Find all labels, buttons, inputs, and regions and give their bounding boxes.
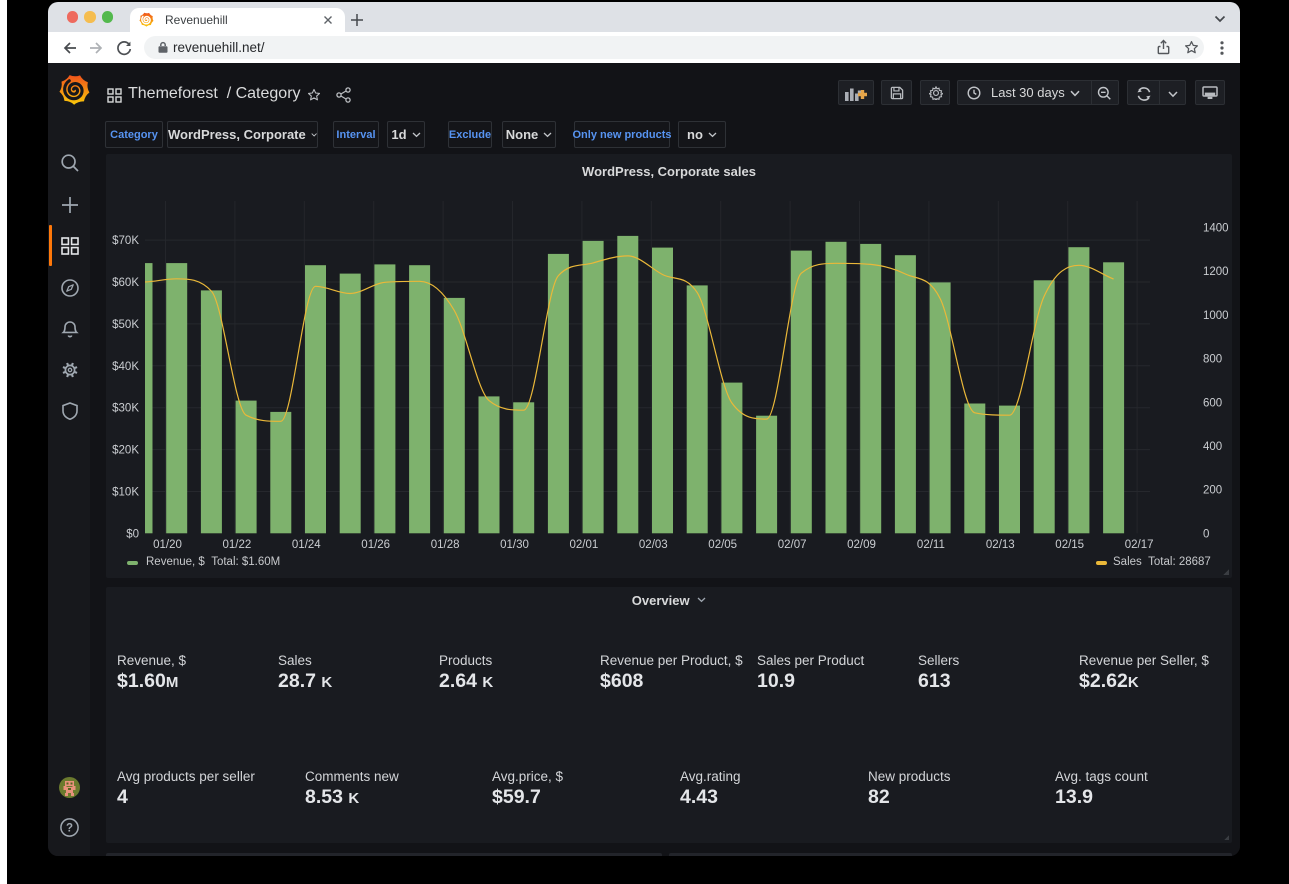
svg-text:02/05: 02/05: [708, 539, 737, 551]
svg-text:$10K: $10K: [112, 487, 139, 499]
svg-text:$60K: $60K: [112, 277, 139, 289]
svg-text:$30K: $30K: [112, 403, 139, 415]
svg-text:02/07: 02/07: [778, 539, 807, 551]
svg-text:01/28: 01/28: [431, 539, 460, 551]
svg-text:$70K: $70K: [112, 235, 139, 247]
svg-text:0: 0: [1203, 528, 1209, 540]
svg-text:02/13: 02/13: [986, 539, 1015, 551]
svg-text:1200: 1200: [1203, 266, 1229, 278]
svg-text:400: 400: [1203, 441, 1222, 453]
svg-text:600: 600: [1203, 397, 1222, 409]
svg-text:01/24: 01/24: [292, 539, 321, 551]
svg-text:02/01: 02/01: [570, 539, 599, 551]
svg-text:01/30: 01/30: [500, 539, 529, 551]
svg-text:200: 200: [1203, 485, 1222, 497]
svg-text:01/22: 01/22: [223, 539, 252, 551]
svg-text:800: 800: [1203, 354, 1222, 366]
svg-text:1400: 1400: [1203, 223, 1229, 235]
svg-text:$20K: $20K: [112, 445, 139, 457]
svg-text:02/15: 02/15: [1055, 539, 1084, 551]
svg-text:02/11: 02/11: [917, 539, 945, 551]
svg-text:01/20: 01/20: [153, 539, 182, 551]
svg-text:$50K: $50K: [112, 319, 139, 331]
svg-text:02/03: 02/03: [639, 539, 668, 551]
svg-text:02/09: 02/09: [847, 539, 876, 551]
svg-text:02/17: 02/17: [1125, 539, 1154, 551]
svg-text:1000: 1000: [1203, 310, 1229, 322]
svg-text:$0: $0: [126, 528, 139, 540]
svg-text:?: ?: [66, 823, 73, 835]
svg-text:01/26: 01/26: [361, 539, 390, 551]
svg-text:$40K: $40K: [112, 361, 139, 373]
